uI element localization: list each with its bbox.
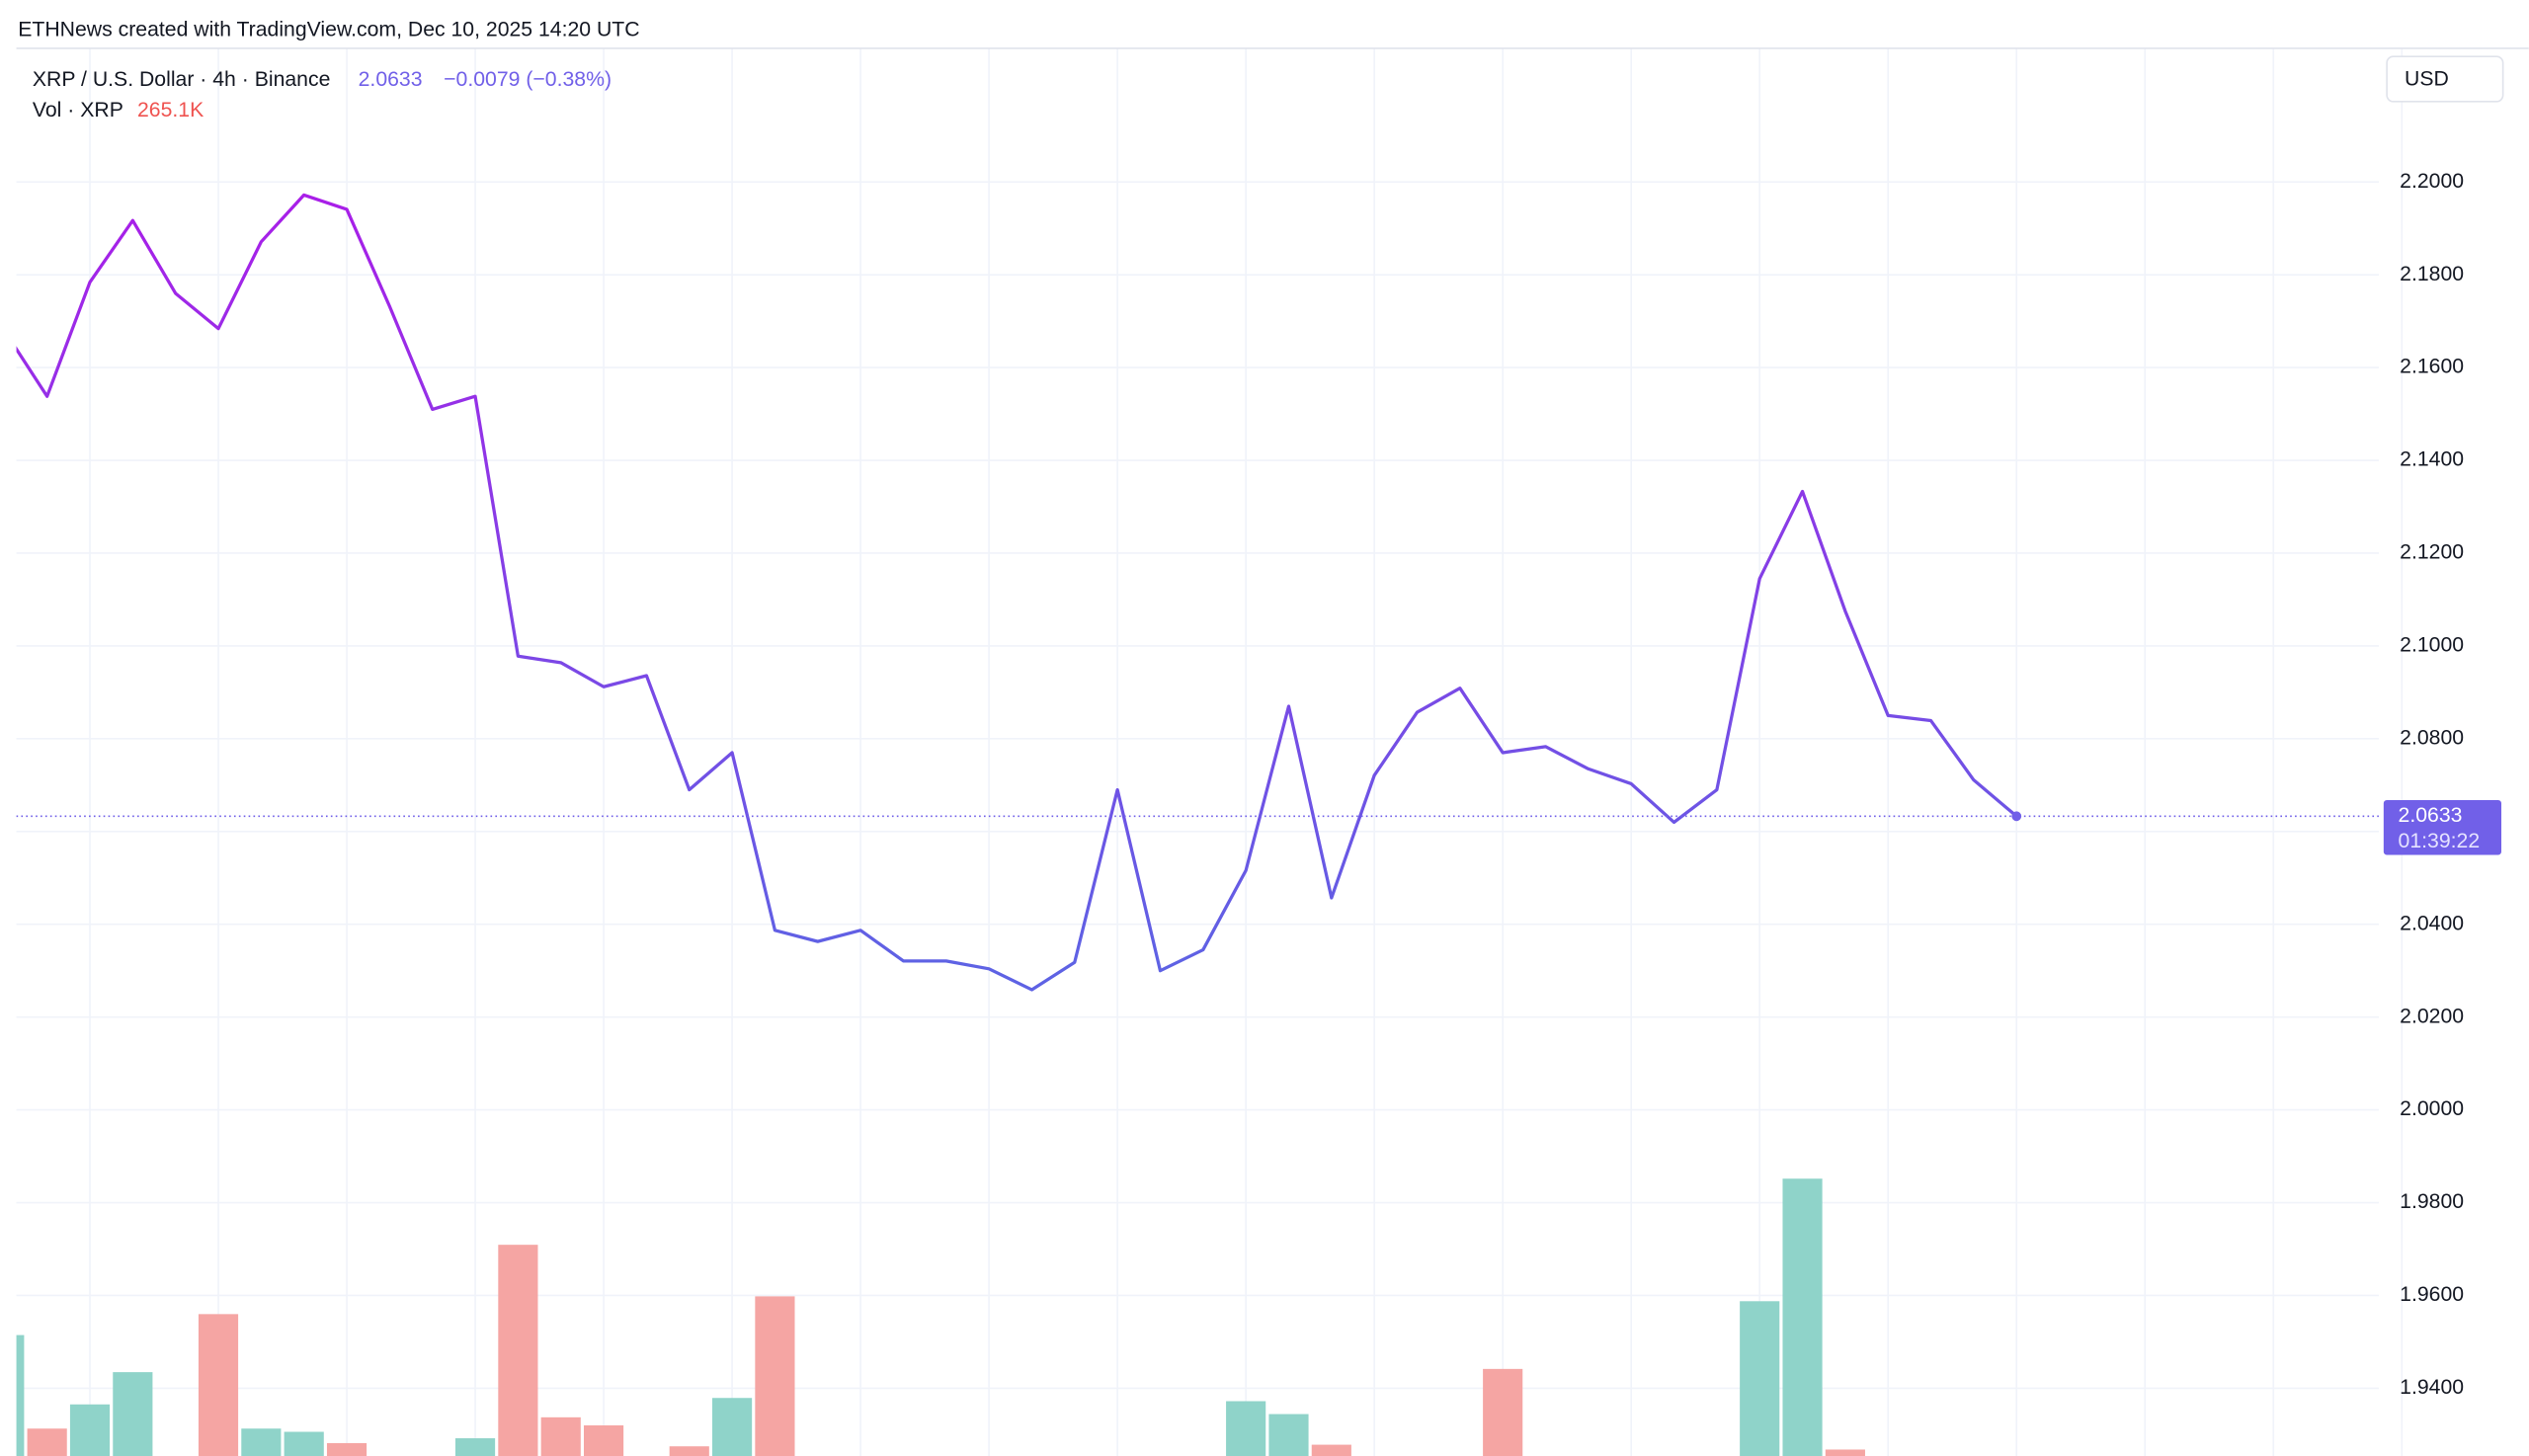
last-price-label: 2.0633 (2399, 804, 2463, 827)
volume-legend: Vol · XRP (33, 99, 123, 121)
volume-bar (712, 1398, 753, 1456)
volume-bar (16, 1335, 25, 1456)
volume-bar (284, 1431, 324, 1456)
volume-bar (583, 1424, 624, 1456)
y-tick-label: 1.9800 (2400, 1190, 2464, 1213)
last-price-box (2383, 799, 2502, 855)
volume-bar (1740, 1301, 1780, 1456)
y-tick-label: 2.0000 (2400, 1097, 2464, 1120)
last-point (2011, 811, 2022, 822)
volume-pane (16, 1178, 1865, 1456)
currency-label: USD (2405, 67, 2449, 90)
legend-symbol: XRP / U.S. Dollar · 4h · Binance (33, 68, 331, 91)
legend-change: −0.0079 (−0.38%) (444, 68, 612, 91)
y-tick-label: 2.1600 (2400, 356, 2464, 378)
y-tick-label: 2.2000 (2400, 170, 2464, 193)
price-axis: 2.2000 2.1800 2.1600 2.1400 2.1200 2.1000 2.08… (2383, 170, 2502, 1399)
volume-bar (241, 1428, 282, 1456)
attribution: ETHNews created with TradingView.com, De… (18, 19, 639, 41)
legend-price: 2.0633 (359, 68, 423, 91)
volume-bar (454, 1438, 496, 1456)
volume-last: 265.1K (137, 99, 204, 121)
volume-bar (1782, 1178, 1823, 1456)
y-tick-label: 2.0200 (2400, 1005, 2464, 1027)
y-tick-label: 2.1200 (2400, 541, 2464, 564)
volume-bar (1483, 1368, 1523, 1456)
currency-button[interactable] (2386, 55, 2504, 103)
volume-bar (1311, 1444, 1351, 1456)
volume-bar (198, 1314, 239, 1456)
volume-bar (69, 1404, 111, 1456)
y-tick-label: 1.9400 (2400, 1376, 2464, 1399)
volume-bar (755, 1296, 795, 1456)
y-tick-label: 2.1000 (2400, 634, 2464, 657)
grid (16, 47, 2404, 1456)
y-tick-label: 2.1400 (2400, 448, 2464, 471)
y-tick-label: 2.1800 (2400, 263, 2464, 285)
volume-bar (1226, 1401, 1266, 1456)
volume-bar (27, 1428, 67, 1456)
volume-bar (113, 1372, 153, 1456)
volume-bar (326, 1442, 367, 1456)
volume-bar (1825, 1449, 1865, 1456)
volume-bar (540, 1416, 581, 1456)
countdown-label: 01:39:22 (2399, 830, 2481, 852)
volume-bar (669, 1446, 709, 1456)
y-tick-label: 2.0800 (2400, 726, 2464, 749)
y-tick-label: 1.9600 (2400, 1283, 2464, 1306)
price-pane (16, 193, 2379, 992)
volume-bar (498, 1245, 538, 1456)
y-tick-label: 2.0400 (2400, 912, 2464, 934)
volume-bar (1268, 1414, 1309, 1456)
